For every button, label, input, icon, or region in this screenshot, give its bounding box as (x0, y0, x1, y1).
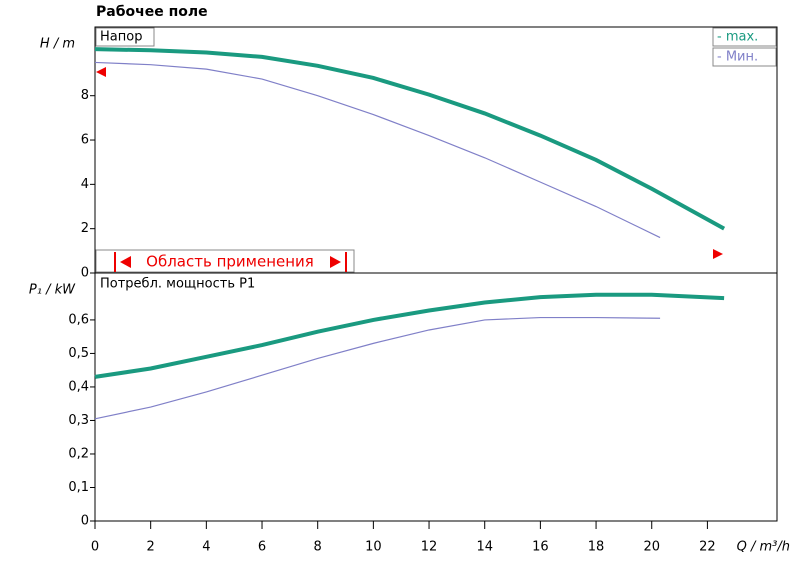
x-tick-label: 14 (476, 540, 493, 555)
y-tick-label: 4 (81, 177, 89, 192)
y-tick-label: 0,4 (68, 379, 89, 394)
range-arrow (120, 256, 131, 268)
range-box (95, 249, 355, 273)
y-tick-label: 2 (81, 221, 89, 236)
y-tick-label: 6 (81, 133, 89, 148)
panel-label: Потребл. мощность P1 (100, 277, 255, 292)
series-line (94, 47, 726, 231)
legend-label: - max. (717, 30, 758, 45)
x-tick-label: 18 (588, 540, 605, 555)
legend-label: - Мин. (717, 50, 758, 65)
range-end-marker (96, 67, 106, 77)
y-tick-label: 0,2 (68, 446, 89, 461)
x-tick-label: 2 (147, 540, 155, 555)
x-tick-label: 16 (532, 540, 549, 555)
series-line (94, 61, 661, 239)
y-tick-label: 0,5 (68, 346, 89, 361)
y-tick-label: 0,1 (68, 480, 89, 495)
x-tick-label: 12 (421, 540, 438, 555)
y-axis-label: P₁ / kW (29, 283, 76, 298)
y-tick-label: 8 (81, 88, 89, 103)
range-end-marker (713, 249, 723, 259)
x-tick-label: 0 (91, 540, 99, 555)
series-line (94, 316, 661, 420)
range-arrow (330, 256, 341, 268)
x-tick-label: 22 (699, 540, 716, 555)
x-axis-label: Q / m³/h (737, 540, 790, 555)
x-tick-label: 4 (202, 540, 210, 555)
y-axis-label: H / m (40, 37, 75, 52)
series-line (94, 292, 725, 379)
y-tick-label: 0 (81, 266, 89, 281)
legend-box (712, 27, 777, 47)
y-tick-label: 0 (81, 514, 89, 529)
range-label: Область применения (146, 253, 314, 271)
y-tick-label: 0,6 (68, 312, 89, 327)
y-tick-label: 0,3 (68, 413, 89, 428)
x-tick-label: 8 (314, 540, 322, 555)
plot-frame (94, 26, 778, 522)
legend-box (712, 47, 777, 67)
x-tick-label: 20 (643, 540, 660, 555)
chart-title: Рабочее поле (96, 4, 208, 20)
panel-label-box (95, 27, 155, 47)
panel-label: Напор (100, 30, 142, 45)
x-tick-label: 6 (258, 540, 266, 555)
x-tick-label: 10 (365, 540, 382, 555)
